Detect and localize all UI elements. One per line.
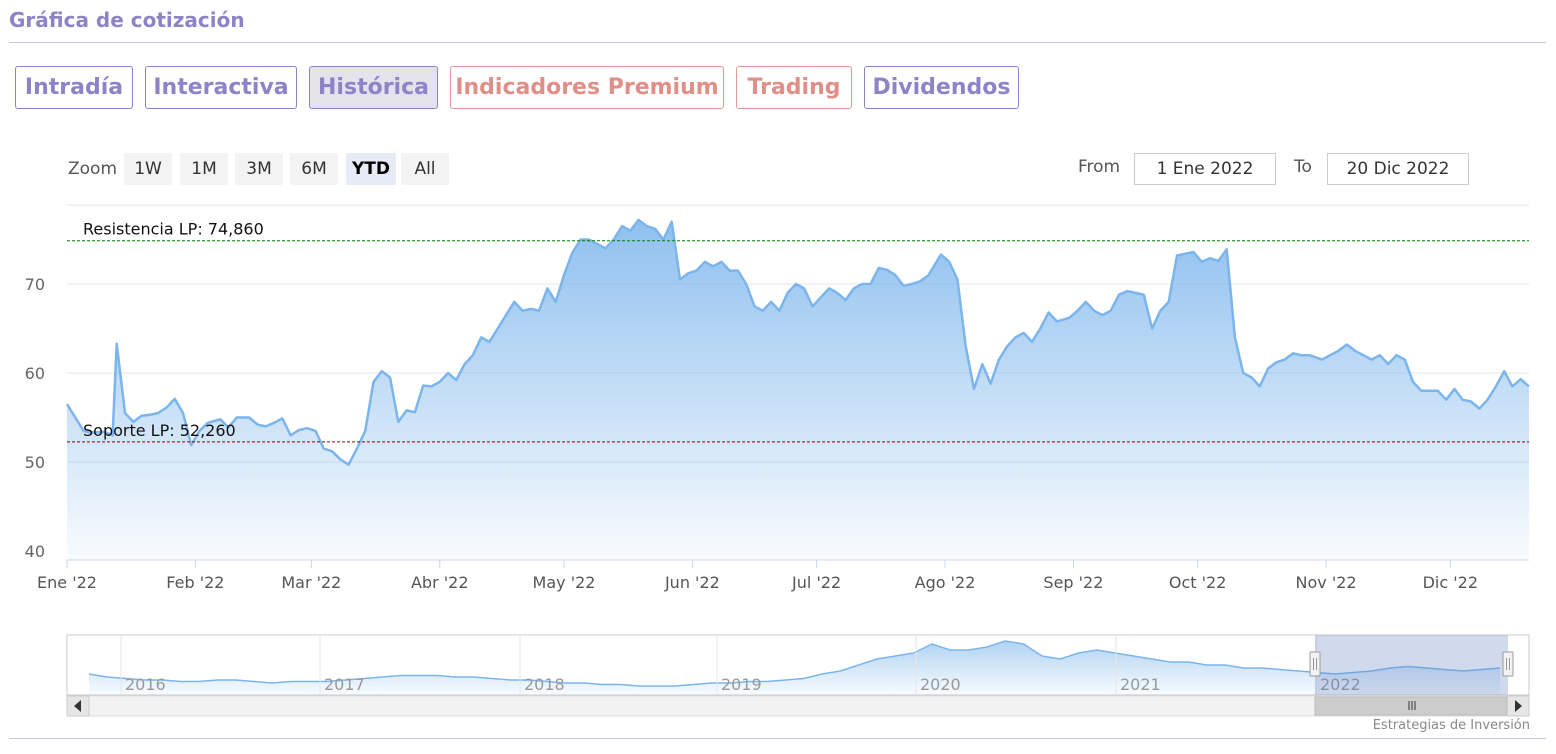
scroll-left-arrow-icon <box>74 700 81 712</box>
y-tick-label: 70 <box>25 275 45 294</box>
navigator-right-handle[interactable] <box>1502 651 1514 677</box>
x-tick-label: Feb '22 <box>166 573 224 592</box>
navigator-area <box>89 641 1500 695</box>
y-tick-label: 50 <box>25 453 45 472</box>
y-tick-label: 40 <box>25 542 45 561</box>
page-title: Gráfica de cotización <box>9 8 245 32</box>
reference-line-label: Soporte LP: 52,260 <box>83 421 236 440</box>
from-date-input[interactable]: 1 Ene 2022 <box>1134 153 1276 185</box>
scrollbar-thumb[interactable] <box>1314 696 1508 716</box>
tab-dividendos[interactable]: Dividendos <box>864 66 1019 109</box>
to-date-input[interactable]: 20 Dic 2022 <box>1327 153 1469 185</box>
series-area-fill <box>67 219 1529 560</box>
x-tick-label: Jun '22 <box>664 573 720 592</box>
navigator-year-label: 2017 <box>324 675 365 694</box>
navigator-line <box>88 640 1501 687</box>
x-tick-label: Dic '22 <box>1423 573 1478 592</box>
title-divider <box>9 42 1546 43</box>
x-tick-label: Ago '22 <box>915 573 976 592</box>
x-tick-label: Oct '22 <box>1169 573 1227 592</box>
navigator-year-label: 2016 <box>125 675 166 694</box>
y-tick-label: 60 <box>25 364 45 383</box>
tab-hist-rica[interactable]: Histórica <box>309 66 438 109</box>
chart-credit: Estrategias de Inversión <box>1372 718 1530 733</box>
to-label: To <box>1294 157 1312 177</box>
zoom-button-6m[interactable]: 6M <box>290 153 338 185</box>
scroll-right-arrow-icon <box>1515 700 1522 712</box>
x-tick-label: Mar '22 <box>281 573 341 592</box>
zoom-button-3m[interactable]: 3M <box>235 153 283 185</box>
tab-indicadores-premium[interactable]: Indicadores Premium <box>450 66 724 109</box>
navigator-year-label: 2020 <box>920 675 961 694</box>
tab-intrad-a[interactable]: Intradía <box>15 66 133 109</box>
navigator-year-label: 2021 <box>1120 675 1161 694</box>
navigator-year-label: 2022 <box>1320 675 1361 694</box>
zoom-button-ytd[interactable]: YTD <box>346 153 396 185</box>
zoom-button-1m[interactable]: 1M <box>180 153 228 185</box>
reference-line-label: Resistencia LP: 74,860 <box>83 220 264 239</box>
zoom-button-all[interactable]: All <box>401 153 449 185</box>
zoom-label: Zoom <box>68 159 118 179</box>
navigator-left-handle[interactable] <box>1309 651 1321 677</box>
zoom-button-1w[interactable]: 1W <box>124 153 172 185</box>
bottom-divider <box>9 738 1546 739</box>
tab-trading[interactable]: Trading <box>736 66 852 109</box>
scrollbar-track[interactable] <box>66 695 1530 717</box>
x-tick-label: Sep '22 <box>1043 573 1103 592</box>
x-tick-label: Jul '22 <box>791 573 841 592</box>
navigator-year-label: 2019 <box>721 675 762 694</box>
x-tick-label: Nov '22 <box>1296 573 1357 592</box>
x-tick-label: Ene '22 <box>37 573 97 592</box>
navigator-year-label: 2018 <box>524 675 565 694</box>
from-label: From <box>1078 157 1121 177</box>
series-line <box>65 218 1530 466</box>
tab-interactiva[interactable]: Interactiva <box>145 66 297 109</box>
x-tick-label: May '22 <box>533 573 596 592</box>
navigator-selection[interactable] <box>1315 635 1508 695</box>
x-tick-label: Abr '22 <box>411 573 469 592</box>
